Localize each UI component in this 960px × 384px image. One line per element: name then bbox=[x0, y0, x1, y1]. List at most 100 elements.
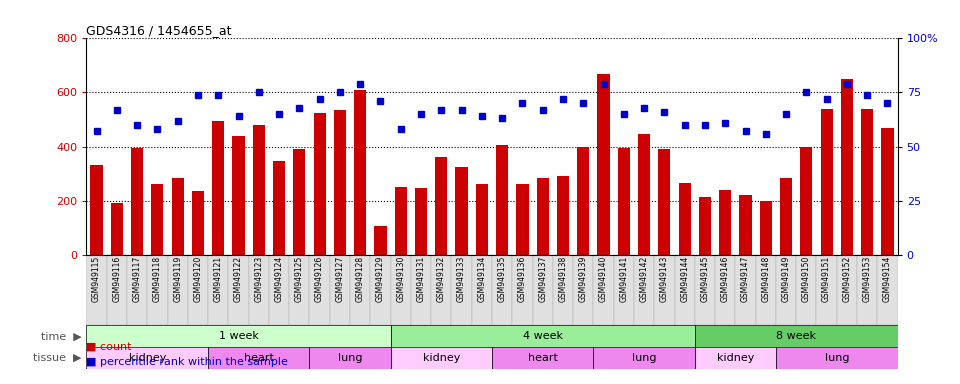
Text: GSM949143: GSM949143 bbox=[660, 256, 669, 303]
Text: GSM949149: GSM949149 bbox=[781, 256, 790, 303]
Bar bbox=[172, 177, 183, 255]
Text: time  ▶: time ▶ bbox=[41, 331, 82, 341]
Bar bbox=[86, 255, 107, 325]
Bar bbox=[471, 255, 492, 325]
Bar bbox=[496, 145, 508, 255]
Bar bbox=[127, 255, 147, 325]
Bar bbox=[273, 161, 285, 255]
Bar bbox=[107, 255, 127, 325]
Bar bbox=[152, 184, 163, 255]
Text: GSM949124: GSM949124 bbox=[275, 256, 283, 302]
Bar bbox=[719, 190, 732, 255]
Text: GSM949119: GSM949119 bbox=[173, 256, 182, 302]
Bar bbox=[309, 347, 391, 369]
Bar bbox=[759, 200, 772, 255]
Bar bbox=[695, 325, 898, 347]
Text: GSM949145: GSM949145 bbox=[701, 256, 709, 303]
Bar bbox=[86, 325, 391, 347]
Bar bbox=[395, 187, 407, 255]
Text: GSM949141: GSM949141 bbox=[619, 256, 628, 302]
Bar bbox=[597, 74, 610, 255]
Bar bbox=[232, 136, 245, 255]
Text: GSM949120: GSM949120 bbox=[193, 256, 203, 302]
Bar bbox=[699, 197, 711, 255]
Bar bbox=[679, 183, 691, 255]
Bar bbox=[553, 255, 573, 325]
Bar bbox=[374, 226, 387, 255]
Bar bbox=[249, 255, 269, 325]
Text: 1 week: 1 week bbox=[219, 331, 258, 341]
Bar bbox=[334, 110, 346, 255]
Text: GSM949134: GSM949134 bbox=[477, 256, 487, 303]
Text: GSM949136: GSM949136 bbox=[518, 256, 527, 303]
Text: kidney: kidney bbox=[717, 353, 754, 363]
Bar bbox=[90, 166, 103, 255]
Bar bbox=[252, 125, 265, 255]
Bar bbox=[516, 184, 529, 255]
Bar bbox=[537, 177, 549, 255]
Text: GSM949130: GSM949130 bbox=[396, 256, 405, 303]
Bar bbox=[208, 347, 309, 369]
Bar bbox=[780, 177, 792, 255]
Bar bbox=[309, 255, 330, 325]
Bar bbox=[513, 255, 533, 325]
Text: lung: lung bbox=[825, 353, 849, 363]
Text: GSM949115: GSM949115 bbox=[92, 256, 101, 302]
Bar bbox=[617, 148, 630, 255]
Text: ■ percentile rank within the sample: ■ percentile rank within the sample bbox=[86, 357, 288, 367]
Bar bbox=[391, 325, 695, 347]
Bar bbox=[593, 255, 613, 325]
Bar bbox=[188, 255, 208, 325]
Text: heart: heart bbox=[244, 353, 274, 363]
Text: GSM949118: GSM949118 bbox=[153, 256, 162, 302]
Text: 4 week: 4 week bbox=[522, 331, 563, 341]
Text: GSM949129: GSM949129 bbox=[376, 256, 385, 302]
Bar bbox=[451, 255, 471, 325]
Bar bbox=[208, 255, 228, 325]
Bar bbox=[557, 176, 569, 255]
Bar bbox=[821, 109, 832, 255]
Text: GSM949125: GSM949125 bbox=[295, 256, 303, 302]
Text: GSM949127: GSM949127 bbox=[335, 256, 345, 302]
Bar bbox=[131, 148, 143, 255]
Text: GSM949121: GSM949121 bbox=[214, 256, 223, 302]
Bar bbox=[857, 255, 877, 325]
Bar bbox=[431, 255, 451, 325]
Bar bbox=[86, 347, 208, 369]
Bar bbox=[354, 90, 367, 255]
Text: 8 week: 8 week bbox=[777, 331, 816, 341]
Text: kidney: kidney bbox=[129, 353, 166, 363]
Bar bbox=[613, 255, 634, 325]
Bar bbox=[492, 255, 513, 325]
Bar bbox=[350, 255, 371, 325]
Bar bbox=[147, 255, 168, 325]
Text: lung: lung bbox=[338, 353, 362, 363]
Bar bbox=[411, 255, 431, 325]
Text: ■ count: ■ count bbox=[86, 341, 132, 351]
Bar bbox=[776, 347, 898, 369]
Bar bbox=[877, 255, 898, 325]
Text: GSM949152: GSM949152 bbox=[843, 256, 852, 302]
Bar bbox=[634, 255, 655, 325]
Text: GSM949138: GSM949138 bbox=[559, 256, 567, 302]
Text: GSM949126: GSM949126 bbox=[315, 256, 324, 302]
Bar bbox=[228, 255, 249, 325]
Bar bbox=[837, 255, 857, 325]
Bar bbox=[695, 347, 776, 369]
Text: GSM949132: GSM949132 bbox=[437, 256, 445, 302]
Text: lung: lung bbox=[632, 353, 657, 363]
Bar bbox=[841, 79, 853, 255]
Bar bbox=[371, 255, 391, 325]
Bar bbox=[816, 255, 837, 325]
Bar bbox=[739, 195, 752, 255]
Bar bbox=[330, 255, 350, 325]
Text: GSM949116: GSM949116 bbox=[112, 256, 121, 302]
Bar bbox=[881, 127, 894, 255]
Text: GSM949133: GSM949133 bbox=[457, 256, 467, 303]
Bar bbox=[861, 109, 874, 255]
Bar bbox=[715, 255, 735, 325]
Bar bbox=[293, 149, 305, 255]
Bar bbox=[314, 113, 325, 255]
Bar bbox=[776, 255, 796, 325]
Bar bbox=[675, 255, 695, 325]
